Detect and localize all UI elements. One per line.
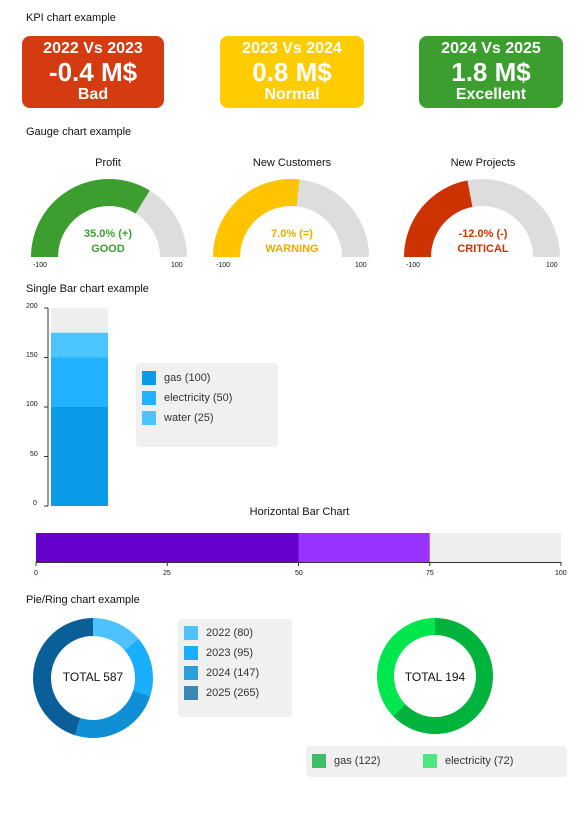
legend-swatch — [184, 666, 198, 680]
ring-chart-energy — [377, 618, 493, 734]
legend-swatch — [142, 391, 156, 405]
gauge-profit — [31, 179, 187, 257]
gauge-min-label: -100 — [33, 262, 48, 269]
x-tick-label: 0 — [34, 570, 38, 577]
hbar-segment — [298, 533, 430, 562]
y-tick-label: 200 — [26, 303, 38, 310]
gauge-section-title: Gauge chart example — [26, 126, 132, 138]
legend-swatch — [312, 754, 326, 768]
legend-swatch — [184, 646, 198, 660]
ring-years-legend: 2022 (80) 2023 (95) 2024 (147) 2025 (265… — [178, 619, 292, 717]
gauge-status: GOOD — [91, 243, 125, 255]
legend-swatch — [142, 371, 156, 385]
gauge-value: -12.0% (-) — [458, 228, 508, 240]
legend-label: gas (100) — [164, 372, 211, 384]
single-bar-section-title: Single Bar chart example — [26, 283, 149, 295]
y-tick-label: 150 — [26, 352, 38, 359]
kpi-status: Normal — [264, 86, 320, 103]
ring-total-label: TOTAL 587 — [62, 670, 124, 684]
x-tick-label: 50 — [295, 570, 303, 577]
pie-section-title: Pie/Ring chart example — [26, 594, 140, 606]
legend-label: 2025 (265) — [206, 687, 260, 699]
legend-swatch — [184, 686, 198, 700]
x-tick-label: 75 — [426, 570, 434, 577]
legend-label: 2024 (147) — [206, 667, 260, 679]
hbar-title: Horizontal Bar Chart — [249, 506, 350, 518]
gauge-title-new-projects: New Projects — [450, 157, 516, 169]
ring-energy-legend: gas (122) electricity (72) — [306, 746, 567, 777]
ring-slice — [377, 618, 435, 717]
legend-swatch — [423, 754, 437, 768]
legend-item-electricity: electricity (50) — [142, 391, 232, 405]
legend-item-2024: 2024 (147) — [184, 666, 259, 680]
ring-total-label: TOTAL 194 — [404, 670, 466, 684]
gauge-value: 35.0% (+) — [84, 228, 132, 240]
legend-label: water (25) — [164, 412, 214, 424]
gauge-fill — [404, 180, 473, 257]
single-bar-chart — [44, 307, 108, 507]
gauge-status: WARNING — [265, 243, 319, 255]
gauge-new-projects — [404, 179, 560, 257]
ring-slice — [33, 618, 93, 736]
hbar-segment — [36, 533, 299, 562]
kpi-card-2024-2025: 2024 Vs 2025 1.8 M$ Excellent — [419, 36, 563, 108]
bar-segment — [51, 332, 108, 358]
single-bar-legend: gas (100) electricity (50) water (25) — [136, 363, 278, 447]
ring-slice — [124, 638, 153, 696]
legend-label: electricity (72) — [445, 755, 514, 767]
legend-swatch — [184, 626, 198, 640]
gauge-max-label: 100 — [171, 262, 183, 269]
legend-label: 2022 (80) — [206, 627, 254, 639]
kpi-header: 2022 Vs 2023 — [43, 40, 143, 57]
bar-segment — [51, 357, 108, 407]
gauge-status: CRITICAL — [457, 243, 509, 255]
legend-label: gas (122) — [334, 755, 381, 767]
gauge-max-label: 100 — [546, 262, 558, 269]
legend-item-gas: gas (100) — [142, 371, 210, 385]
legend-item-gas: gas (122) — [312, 754, 380, 768]
gauge-new-customers — [213, 179, 369, 257]
horizontal-bar-chart — [35, 533, 562, 566]
legend-item-2022: 2022 (80) — [184, 626, 253, 640]
kpi-header: 2024 Vs 2025 — [441, 40, 541, 57]
gauge-value: 7.0% (=) — [271, 228, 313, 240]
ring-chart-years — [33, 618, 153, 738]
gauge-max-label: 100 — [355, 262, 367, 269]
y-tick-label: 100 — [26, 401, 38, 408]
ring-slice — [393, 618, 493, 734]
legend-item-2023: 2023 (95) — [184, 646, 253, 660]
legend-item-electricity: electricity (72) — [423, 754, 513, 768]
gauge-fill — [213, 179, 300, 257]
kpi-card-2023-2024: 2023 Vs 2024 0.8 M$ Normal — [220, 36, 364, 108]
gauge-title-new-customers: New Customers — [252, 157, 332, 169]
y-tick-label: 0 — [33, 500, 37, 507]
bar-segment — [51, 407, 108, 506]
kpi-status: Excellent — [455, 86, 527, 103]
y-tick-label: 50 — [30, 451, 38, 458]
gauge-min-label: -100 — [406, 262, 421, 269]
gauge-fill — [31, 179, 150, 257]
kpi-value: 0.8 M$ — [252, 57, 332, 87]
legend-swatch — [142, 411, 156, 425]
x-tick-label: 100 — [555, 570, 567, 577]
legend-label: 2023 (95) — [206, 647, 254, 659]
kpi-status: Bad — [77, 86, 109, 103]
kpi-card-2022-2023: 2022 Vs 2023 -0.4 M$ Bad — [22, 36, 164, 108]
kpi-section-title: KPI chart example — [26, 12, 116, 24]
ring-slice — [74, 690, 151, 738]
legend-item-water: water (25) — [142, 411, 214, 425]
legend-label: electricity (50) — [164, 392, 233, 404]
kpi-value: 1.8 M$ — [451, 57, 531, 87]
kpi-value: -0.4 M$ — [48, 57, 138, 87]
gauge-title-profit: Profit — [95, 157, 121, 169]
kpi-header: 2023 Vs 2024 — [242, 40, 342, 57]
ring-slice — [93, 618, 139, 651]
legend-item-2025: 2025 (265) — [184, 686, 259, 700]
x-tick-label: 25 — [163, 570, 171, 577]
gauge-min-label: -100 — [216, 262, 231, 269]
